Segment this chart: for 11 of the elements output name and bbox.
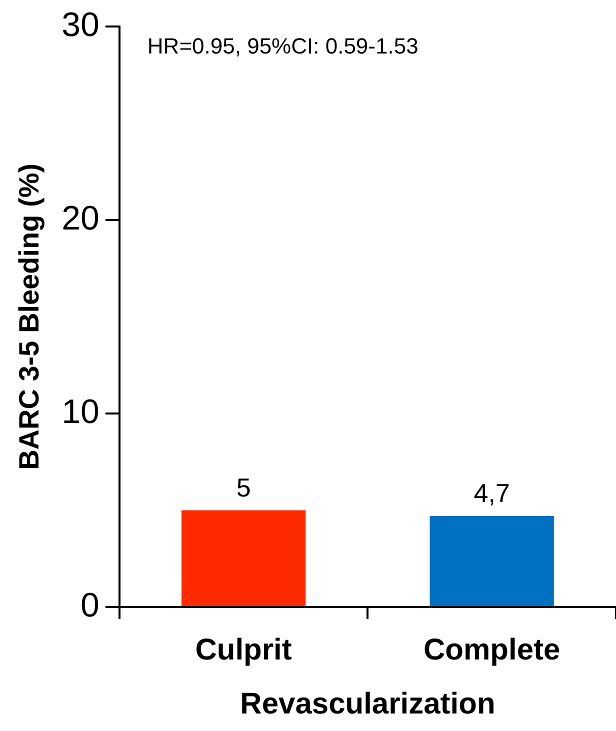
y-tick-label: 30 <box>62 6 100 44</box>
annotation: HR=0.95, 95%CI: 0.59-1.53 <box>147 33 418 58</box>
x-tick-label: Culprit <box>195 633 292 666</box>
data-label: 4,7 <box>474 478 510 508</box>
y-tick-label: 20 <box>62 199 100 238</box>
y-axis-title: BARC 3-5 Bleeding (%) <box>14 163 45 470</box>
data-label: 5 <box>236 472 251 502</box>
x-axis-title: Revascularization <box>240 687 496 720</box>
y-tick-label: 0 <box>80 586 100 624</box>
x-tick-label: Complete <box>424 633 560 666</box>
y-tick-label: 10 <box>62 392 100 431</box>
